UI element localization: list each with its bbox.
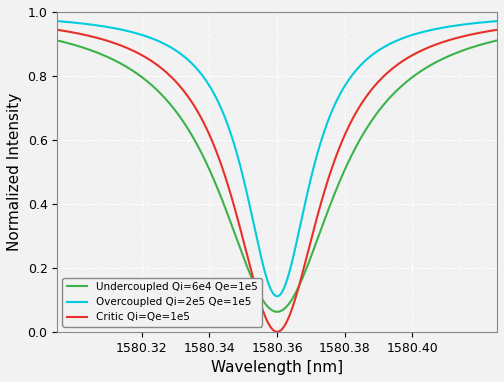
Critic Qi=Qe=1e5 [141, 54, 147, 58]
Line: Critic Qi=Qe=1e5: Critic Qi=Qe=1e5 [57, 30, 497, 332]
Critic Qi=Qe=1e5 [274, 330, 280, 334]
Undercoupled Qi=6e4 Qe=1e5 [73, 43, 79, 47]
Undercoupled Qi=6e4 Qe=1e5 [494, 38, 500, 43]
Critic Qi=Qe=1e5 [56, 28, 62, 32]
Line: Undercoupled Qi=6e4 Qe=1e5: Undercoupled Qi=6e4 Qe=1e5 [57, 40, 497, 312]
Overcoupled Qi=2e5 Qe=1e5 [54, 19, 60, 23]
Overcoupled Qi=2e5 Qe=1e5 [73, 21, 79, 25]
Overcoupled Qi=2e5 Qe=1e5 [274, 294, 280, 298]
Undercoupled Qi=6e4 Qe=1e5 [471, 44, 477, 49]
Overcoupled Qi=2e5 Qe=1e5 [81, 21, 87, 26]
Critic Qi=Qe=1e5 [471, 32, 477, 36]
Undercoupled Qi=6e4 Qe=1e5 [81, 45, 87, 50]
Overcoupled Qi=2e5 Qe=1e5 [494, 19, 500, 23]
Undercoupled Qi=6e4 Qe=1e5 [56, 39, 62, 43]
Overcoupled Qi=2e5 Qe=1e5 [471, 21, 477, 26]
Legend: Undercoupled Qi=6e4 Qe=1e5, Overcoupled Qi=2e5 Qe=1e5, Critic Qi=Qe=1e5: Undercoupled Qi=6e4 Qe=1e5, Overcoupled … [62, 278, 262, 327]
Critic Qi=Qe=1e5 [73, 31, 79, 35]
Critic Qi=Qe=1e5 [269, 327, 275, 332]
Overcoupled Qi=2e5 Qe=1e5 [141, 33, 147, 38]
Undercoupled Qi=6e4 Qe=1e5 [269, 308, 275, 313]
X-axis label: Wavelength [nm]: Wavelength [nm] [211, 360, 343, 375]
Undercoupled Qi=6e4 Qe=1e5 [141, 76, 147, 81]
Undercoupled Qi=6e4 Qe=1e5 [274, 309, 280, 314]
Overcoupled Qi=2e5 Qe=1e5 [56, 19, 62, 24]
Critic Qi=Qe=1e5 [81, 32, 87, 37]
Overcoupled Qi=2e5 Qe=1e5 [269, 290, 275, 295]
Critic Qi=Qe=1e5 [494, 28, 500, 32]
Line: Overcoupled Qi=2e5 Qe=1e5: Overcoupled Qi=2e5 Qe=1e5 [57, 21, 497, 296]
Y-axis label: Normalized Intensity: Normalized Intensity [7, 93, 22, 251]
Critic Qi=Qe=1e5 [54, 28, 60, 32]
Undercoupled Qi=6e4 Qe=1e5 [54, 38, 60, 43]
